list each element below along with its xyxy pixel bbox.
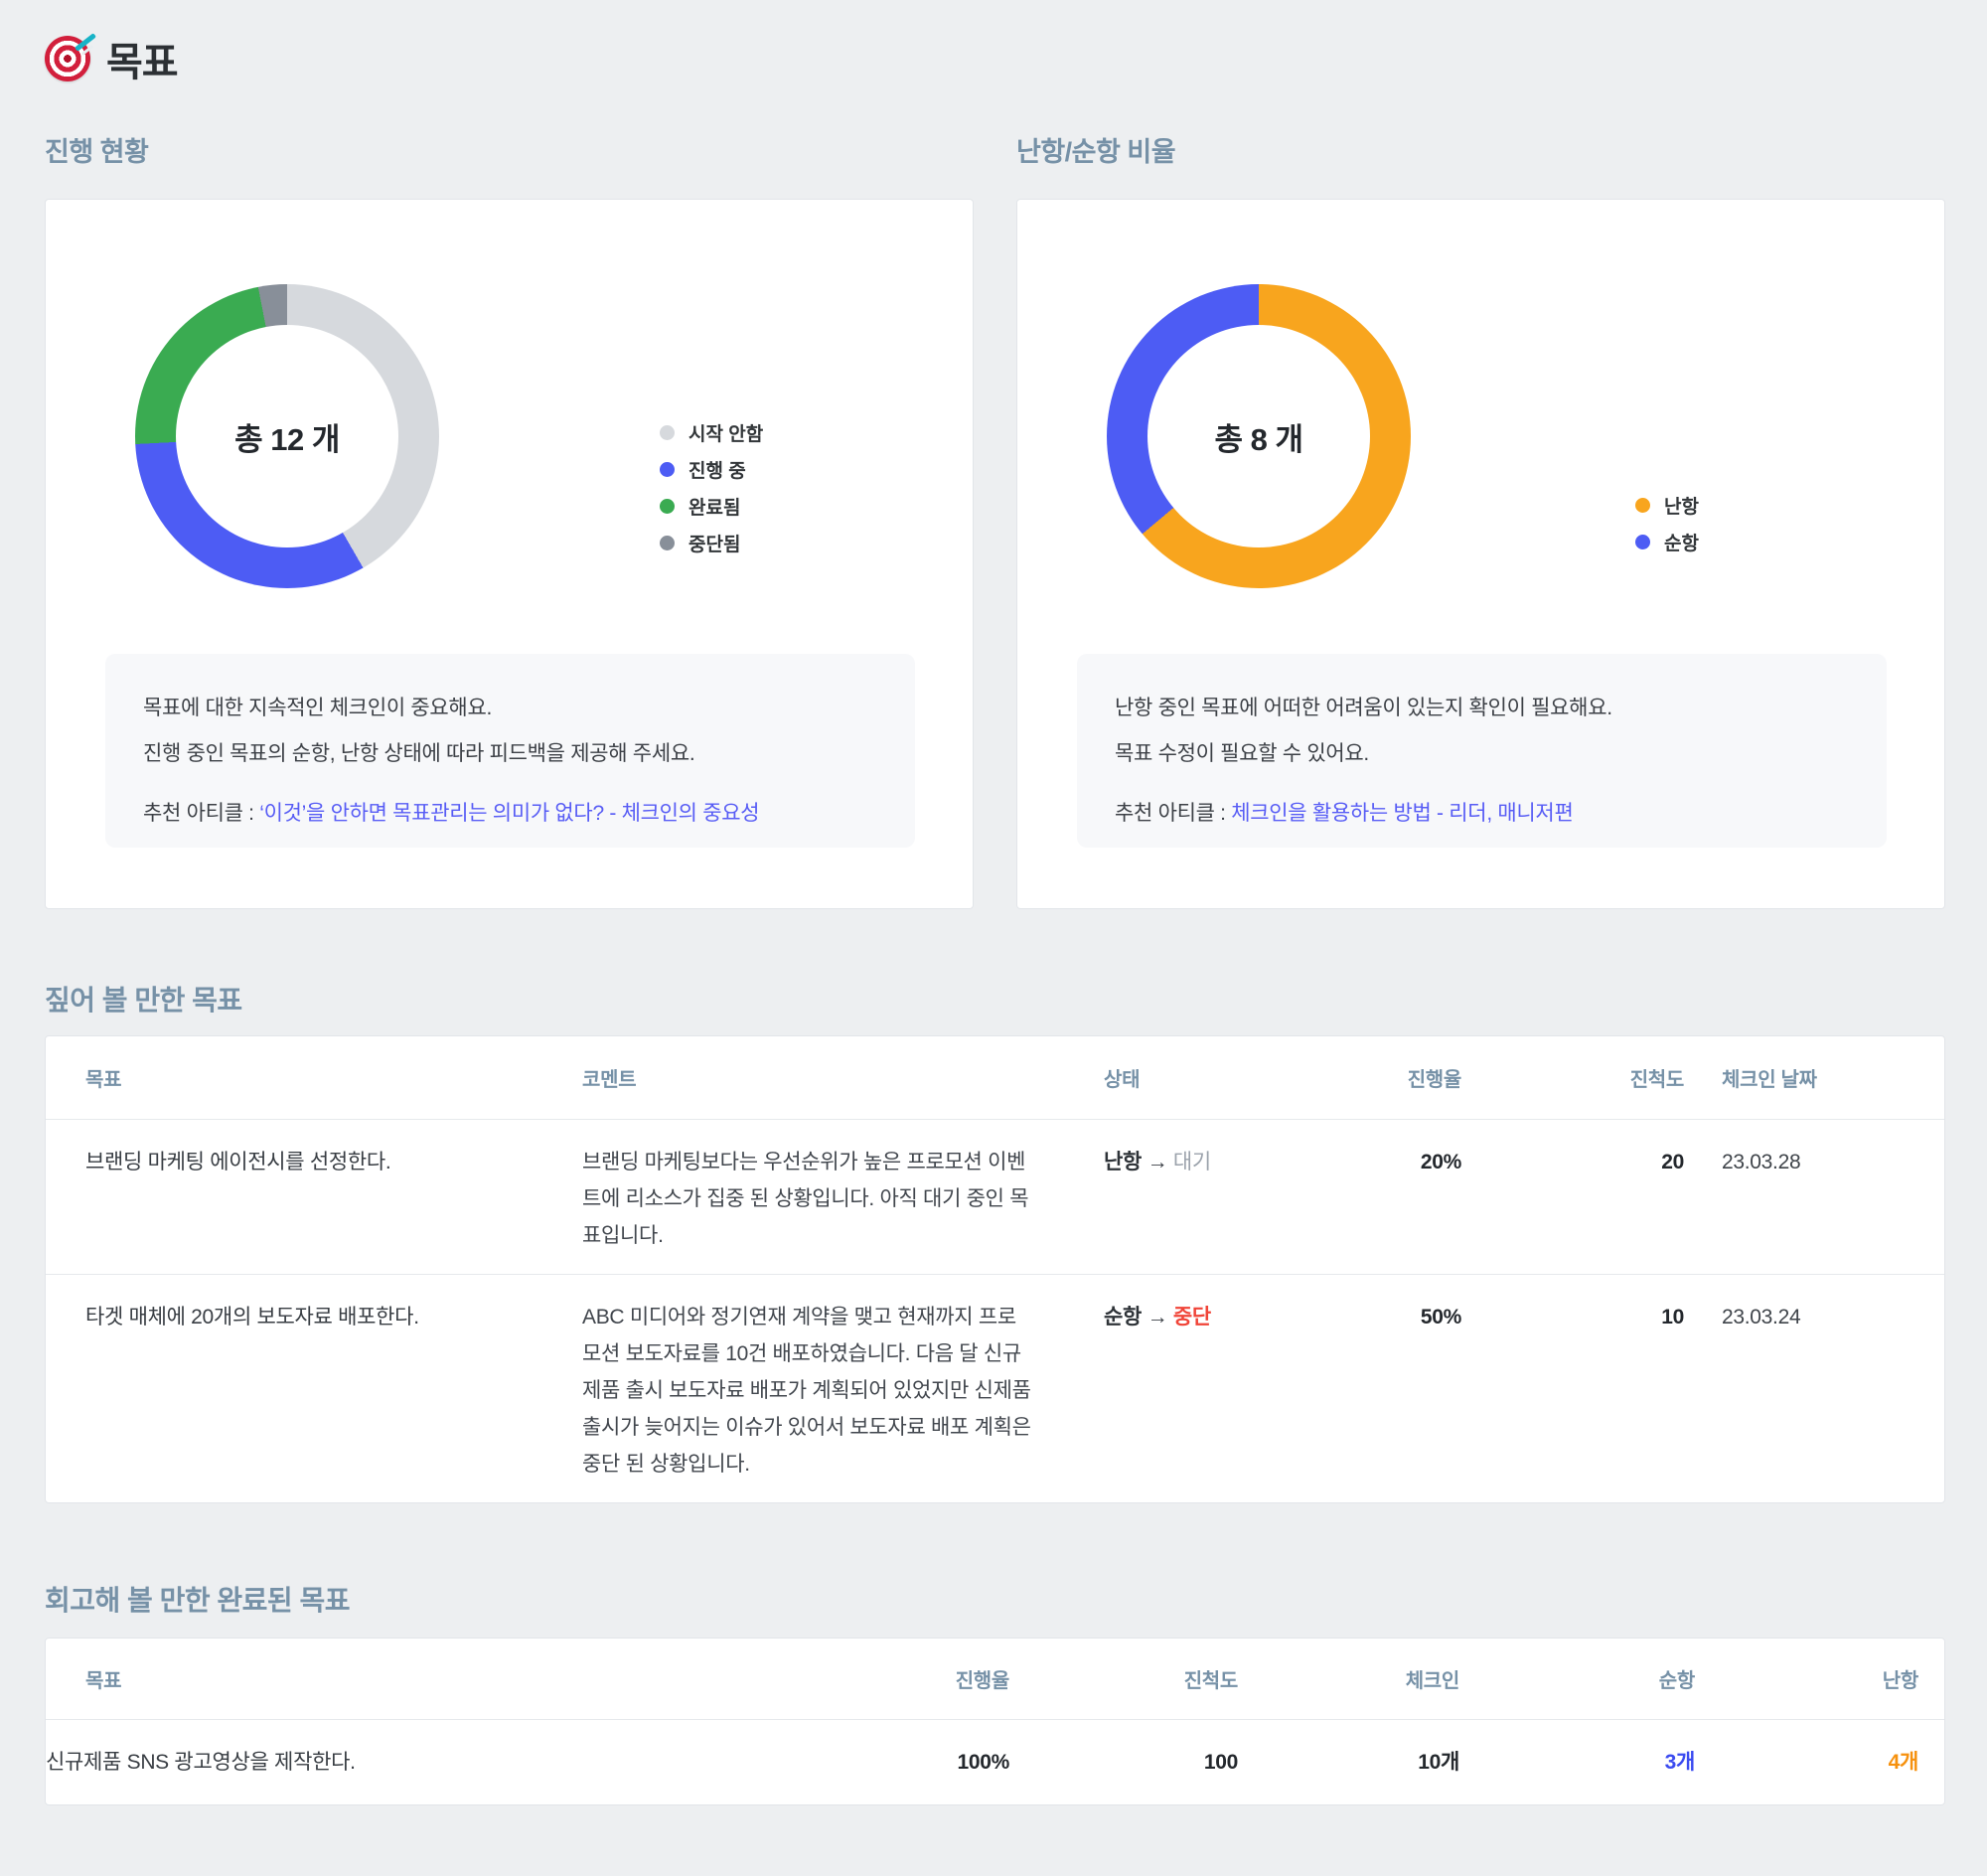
- goal-progress: 20%: [1420, 1151, 1461, 1173]
- legend-label-hard: 난항: [1664, 497, 1699, 518]
- goal-status: 순항 → 중단: [1059, 1274, 1263, 1502]
- target-icon: [45, 36, 90, 81]
- ratio-info-line1: 난항 중인 목표에 어떠한 어려움이 있는지 확인이 필요해요.: [1115, 697, 1612, 719]
- legend-label-completed: 완료됨: [688, 498, 741, 519]
- col-header-status: 상태: [1059, 1036, 1263, 1120]
- ratio-section-heading: 난항/순항 비율: [1016, 137, 1176, 167]
- goals-table: 목표 코멘트 상태 진행율 진척도 체크인 날짜 브랜딩 마케팅 에이전시를 선…: [46, 1036, 1944, 1502]
- goal-comment: ABC 미디어와 정기연재 계약을 맺고 현재까지 프로모션 보도자료를 10건…: [582, 1274, 1059, 1502]
- legend-dot-completed: [660, 499, 675, 514]
- col-header-goal: 목표: [46, 1036, 582, 1120]
- col-header-comment: 코멘트: [582, 1036, 1059, 1120]
- col-header-score: 진척도: [1461, 1036, 1684, 1120]
- col-header-smooth: 순항: [1459, 1639, 1695, 1720]
- goal-status: 난항 → 대기: [1059, 1120, 1263, 1275]
- progress-info-line1: 목표에 대한 지속적인 체크인이 중요해요.: [143, 697, 493, 719]
- goal-title: 타겟 매체에 20개의 보도자료 배포한다.: [46, 1274, 582, 1502]
- ratio-donut-chart: 총 8 개: [1107, 284, 1411, 588]
- status-from: 순항: [1104, 1306, 1143, 1329]
- article-prefix: 추천 아티클 :: [1115, 802, 1232, 825]
- goals-table-header-row: 목표 코멘트 상태 진행율 진척도 체크인 날짜: [46, 1036, 1944, 1120]
- completed-hard-count: 4개: [1888, 1751, 1919, 1774]
- goal-comment: 브랜딩 마케팅보다는 우선순위가 높은 프로모션 이벤트에 리소스가 집중 된 …: [582, 1151, 1029, 1247]
- goal-row: 브랜딩 마케팅 에이전시를 선정한다. 브랜딩 마케팅보다는 우선순위가 높은 …: [46, 1120, 1944, 1275]
- goals-table-card: 목표 코멘트 상태 진행율 진척도 체크인 날짜 브랜딩 마케팅 에이전시를 선…: [45, 1035, 1945, 1503]
- status-arrow-icon: →: [1146, 1151, 1168, 1173]
- legend-item-in-progress: 진행 중: [660, 451, 763, 488]
- completed-smooth-count: 3개: [1664, 1751, 1696, 1774]
- progress-section: 진행 현황 총 12 개 시작 안함 진행 중 완료: [45, 83, 974, 909]
- status-to: 중단: [1172, 1306, 1211, 1329]
- goal-checkin-date: 23.03.24: [1684, 1274, 1944, 1502]
- progress-section-heading: 진행 현황: [45, 137, 149, 167]
- page-title: 목표: [106, 41, 179, 84]
- completed-goal-title: 신규제품 SNS 광고영상을 제작한다.: [46, 1751, 356, 1774]
- goal-score: 10: [1461, 1274, 1684, 1502]
- summary-cards-row: 진행 현황 총 12 개 시작 안함 진행 중 완료: [45, 83, 1945, 909]
- goal-title: 브랜딩 마케팅 에이전시를 선정한다.: [85, 1151, 391, 1173]
- status-to: 대기: [1172, 1151, 1211, 1173]
- legend-label-smooth: 순항: [1664, 534, 1699, 554]
- legend-dot-not-started: [660, 425, 675, 440]
- col-header-goal: 목표: [46, 1639, 781, 1720]
- goal-score: 20: [1661, 1151, 1684, 1173]
- goal-row: 타겟 매체에 20개의 보도자료 배포한다. ABC 미디어와 정기연재 계약을…: [46, 1274, 1944, 1502]
- completed-goal-row: 신규제품 SNS 광고영상을 제작한다. 100% 100 10개 3개 4개: [46, 1720, 1944, 1805]
- col-header-progress: 진행율: [781, 1639, 1009, 1720]
- legend-dot-in-progress: [660, 462, 675, 477]
- ratio-info-box: 난항 중인 목표에 어떠한 어려움이 있는지 확인이 필요해요. 목표 수정이 …: [1077, 654, 1887, 848]
- completed-checkins: 10개: [1418, 1751, 1459, 1774]
- goals-table-heading: 짚어 볼 만한 목표: [45, 985, 242, 1016]
- ratio-legend: 난항 순항: [1635, 487, 1699, 560]
- completed-score: 100: [1203, 1751, 1238, 1774]
- status-arrow-icon: →: [1146, 1306, 1168, 1329]
- completed-table-header-row: 목표 진행율 진척도 체크인 순항 난항: [46, 1639, 1944, 1720]
- col-header-score: 진척도: [1009, 1639, 1238, 1720]
- completed-progress: 100%: [957, 1751, 1009, 1774]
- legend-dot-smooth: [1635, 535, 1650, 549]
- legend-dot-stopped: [660, 536, 675, 550]
- ratio-donut-total-label: 총 8 개: [1214, 421, 1303, 457]
- progress-article-line: 추천 아티클 : ‘이것’을 안하면 목표관리는 의미가 없다? - 체크인의 …: [143, 791, 877, 837]
- legend-label-not-started: 시작 안함: [688, 424, 764, 445]
- legend-item-completed: 완료됨: [660, 488, 763, 525]
- legend-dot-hard: [1635, 498, 1650, 513]
- progress-donut-total-label: 총 12 개: [234, 421, 340, 457]
- legend-item-not-started: 시작 안함: [660, 414, 763, 451]
- goal-progress: 50%: [1263, 1274, 1461, 1502]
- progress-legend: 시작 안함 진행 중 완료됨 중단됨: [660, 414, 763, 561]
- ratio-article-line: 추천 아티클 : 체크인을 활용하는 방법 - 리더, 매니저편: [1115, 791, 1849, 837]
- legend-label-stopped: 중단됨: [688, 535, 741, 555]
- legend-item-stopped: 중단됨: [660, 525, 763, 561]
- article-prefix: 추천 아티클 :: [143, 802, 260, 825]
- ratio-info-line2: 목표 수정이 필요할 수 있어요.: [1115, 742, 1369, 765]
- ratio-article-link[interactable]: 체크인을 활용하는 방법 - 리더, 매니저편: [1231, 802, 1574, 825]
- progress-card: 총 12 개 시작 안함 진행 중 완료됨: [45, 199, 974, 909]
- col-header-checkin-date: 체크인 날짜: [1684, 1036, 1944, 1120]
- col-header-hard: 난항: [1695, 1639, 1944, 1720]
- col-header-checkins: 체크인: [1238, 1639, 1459, 1720]
- goal-checkin-date: 23.03.28: [1722, 1151, 1801, 1173]
- completed-table: 목표 진행율 진척도 체크인 순항 난항 신규제품 SNS 광고영상을 제작한다…: [46, 1639, 1944, 1805]
- progress-info-box: 목표에 대한 지속적인 체크인이 중요해요. 진행 중인 목표의 순항, 난항 …: [105, 654, 915, 848]
- completed-table-card: 목표 진행율 진척도 체크인 순항 난항 신규제품 SNS 광고영상을 제작한다…: [45, 1638, 1945, 1805]
- legend-item-smooth: 순항: [1635, 524, 1699, 560]
- legend-label-in-progress: 진행 중: [688, 461, 746, 482]
- ratio-card: 총 8 개 난항 순항 난항 중인 목표에 어떠한 어려움이 있는지 확인이 필…: [1016, 199, 1945, 909]
- ratio-section: 난항/순항 비율 총 8 개 난항 순항 난항 중인 목표에 어떠한: [1016, 83, 1945, 909]
- goals-dashboard: 목표 진행 현황 총 12 개 시작 안함 진행 중: [0, 0, 1987, 1805]
- completed-table-heading: 회고해 볼 만한 완료된 목표: [45, 1585, 350, 1616]
- progress-info-line2: 진행 중인 목표의 순항, 난항 상태에 따라 피드백을 제공해 주세요.: [143, 742, 695, 765]
- progress-article-link[interactable]: ‘이것’을 안하면 목표관리는 의미가 없다? - 체크인의 중요성: [259, 802, 760, 825]
- legend-item-hard: 난항: [1635, 487, 1699, 524]
- col-header-progress: 진행율: [1263, 1036, 1461, 1120]
- page-header: 목표: [45, 0, 1945, 84]
- progress-donut-chart: 총 12 개: [135, 284, 439, 588]
- status-from: 난항: [1104, 1151, 1143, 1173]
